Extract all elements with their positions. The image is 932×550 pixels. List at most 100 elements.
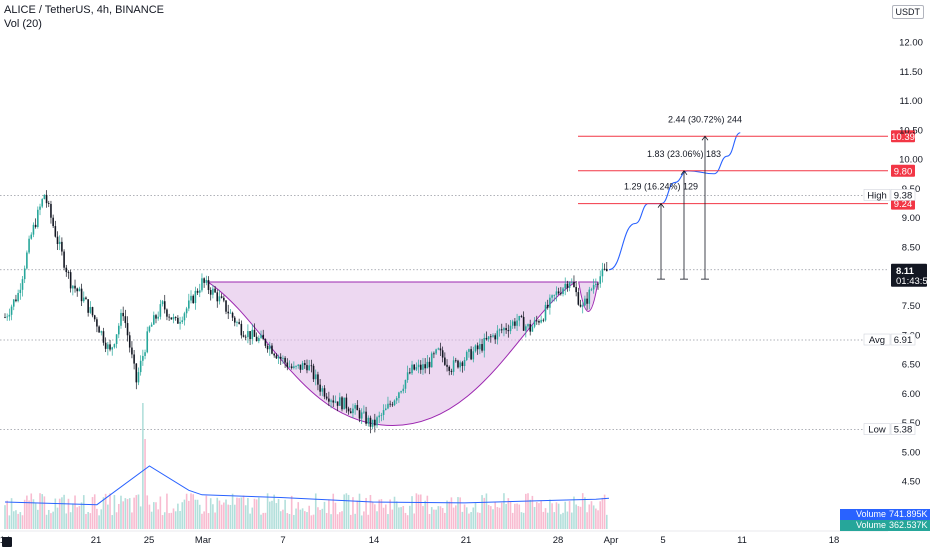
volume-bar bbox=[115, 512, 118, 529]
candle-body bbox=[555, 291, 558, 295]
candle-body bbox=[507, 330, 510, 332]
volume-bar bbox=[43, 496, 46, 529]
candle-body bbox=[284, 357, 286, 363]
last-price-value: 8.11 bbox=[896, 266, 915, 277]
candle-body bbox=[115, 334, 118, 345]
candle-body bbox=[354, 405, 356, 409]
candle-body bbox=[231, 312, 234, 318]
target-tag-value: 9.80 bbox=[894, 166, 913, 177]
volume-bar bbox=[599, 501, 602, 529]
currency-badge[interactable]: USDT bbox=[891, 5, 924, 19]
candle-body bbox=[150, 324, 153, 327]
candle-body bbox=[586, 298, 588, 304]
volume-bar bbox=[96, 508, 98, 529]
volume-bar bbox=[603, 494, 606, 529]
candle-body bbox=[179, 321, 181, 324]
candle-body bbox=[505, 328, 507, 331]
measurement-label: 1.83 (23.06%) 183 bbox=[647, 149, 721, 159]
volume-bar bbox=[374, 504, 376, 529]
volume-bar bbox=[568, 501, 571, 529]
candle-body bbox=[343, 397, 345, 410]
volume-bar bbox=[341, 511, 343, 529]
x-axis-tick: 7 bbox=[280, 535, 285, 546]
volume-bar bbox=[430, 507, 433, 529]
candle-body bbox=[10, 306, 13, 315]
y-axis-tick: 7.50 bbox=[902, 301, 921, 312]
candle-body bbox=[104, 342, 107, 349]
candle-body bbox=[109, 344, 111, 350]
volume-bar bbox=[72, 503, 74, 529]
volume-bar bbox=[238, 498, 240, 529]
high-label: High bbox=[867, 190, 887, 201]
volume-bar bbox=[290, 495, 293, 529]
candle-body bbox=[198, 290, 201, 293]
candle-body bbox=[255, 336, 258, 342]
volume-bar bbox=[459, 497, 461, 529]
volume-bar bbox=[120, 495, 122, 529]
y-axis-tick: 5.00 bbox=[902, 447, 921, 458]
candle-body bbox=[137, 372, 140, 383]
volume-bar bbox=[514, 503, 516, 529]
candle-body bbox=[50, 203, 52, 218]
volume-bar bbox=[507, 498, 510, 529]
candles-group bbox=[4, 190, 608, 434]
volume-bar bbox=[363, 511, 365, 529]
volume-bar bbox=[509, 502, 512, 529]
candle-body bbox=[498, 329, 501, 331]
volume-bar bbox=[406, 515, 409, 529]
volume-bar bbox=[336, 514, 339, 529]
volume-bar bbox=[21, 515, 24, 529]
measure-arrowhead bbox=[657, 202, 665, 208]
volume-readout: Volume 362.537K bbox=[840, 520, 930, 531]
low-value: 5.38 bbox=[894, 425, 913, 436]
volume-bar bbox=[562, 512, 564, 529]
candle-body bbox=[177, 317, 179, 324]
volume-bar bbox=[93, 494, 96, 529]
candle-body bbox=[389, 403, 391, 405]
volume-bar bbox=[297, 502, 300, 529]
candle-body bbox=[592, 284, 595, 290]
measurement-label: 1.29 (16.24%) 129 bbox=[624, 182, 698, 192]
volume-bar bbox=[183, 499, 186, 529]
volume-bar bbox=[47, 509, 50, 529]
volume-bar bbox=[518, 504, 521, 529]
volume-bar bbox=[17, 513, 19, 529]
candle-body bbox=[584, 298, 586, 306]
candle-body bbox=[312, 365, 315, 380]
volume-bar bbox=[135, 495, 138, 529]
volume-bar bbox=[212, 504, 214, 529]
volume-bar bbox=[417, 494, 420, 529]
high-label-box bbox=[863, 189, 891, 201]
volume-bar bbox=[109, 493, 111, 529]
candle-body bbox=[72, 285, 74, 289]
volume-bars-group bbox=[4, 403, 608, 529]
volume-bar bbox=[275, 503, 278, 529]
candle-body bbox=[409, 372, 411, 374]
volume-bar bbox=[314, 493, 317, 529]
volume-bar bbox=[463, 504, 466, 529]
candle-body bbox=[595, 283, 597, 285]
candle-body bbox=[319, 384, 321, 392]
candle-body bbox=[4, 317, 6, 318]
x-axis-tick: 5 bbox=[660, 535, 665, 546]
volume-bar bbox=[424, 500, 426, 529]
candle-body bbox=[439, 348, 442, 351]
volume-bar bbox=[586, 512, 588, 529]
volume-bar bbox=[323, 501, 326, 529]
candle-body bbox=[216, 292, 219, 302]
volume-bar bbox=[32, 499, 35, 529]
volume-bar bbox=[325, 512, 328, 529]
candle-body bbox=[260, 334, 262, 338]
volume-bar bbox=[107, 504, 109, 529]
candle-body bbox=[417, 364, 420, 368]
candle-body bbox=[163, 301, 166, 310]
candle-body bbox=[308, 365, 310, 371]
candle-body bbox=[369, 417, 372, 427]
volume-bar bbox=[588, 504, 591, 529]
candle-body bbox=[402, 388, 405, 392]
candle-body bbox=[411, 364, 413, 374]
candle-body bbox=[448, 366, 451, 371]
candle-body bbox=[573, 281, 575, 288]
candle-body bbox=[28, 238, 30, 253]
